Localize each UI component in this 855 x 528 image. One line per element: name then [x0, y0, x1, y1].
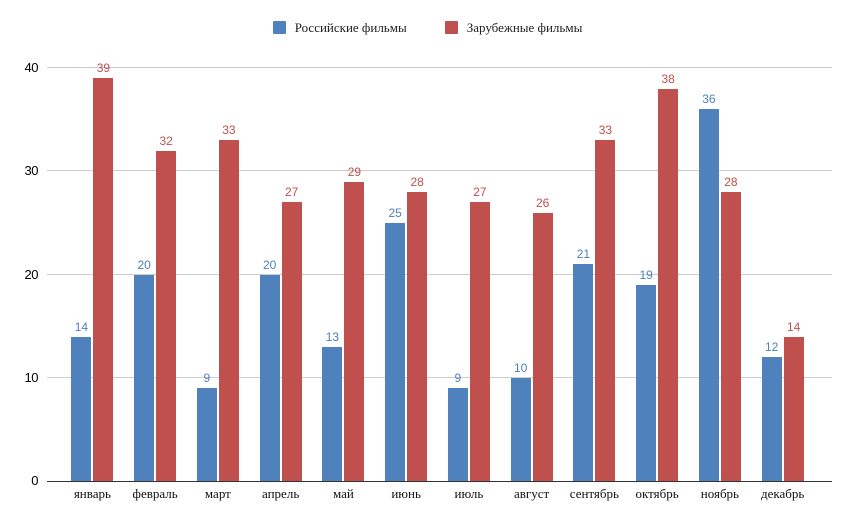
y-axis-tick-label: 10 [24, 369, 39, 385]
bar-russian-февраль[interactable]: 20 [134, 259, 155, 481]
x-axis-label-ноябрь: ноябрь [700, 486, 739, 501]
legend-label: Зарубежные фильмы [466, 20, 583, 35]
chart-legend: Российские фильмы Зарубежные фильмы [0, 21, 855, 34]
x-axis-label-октябрь: октябрь [635, 486, 679, 501]
bar-value-label: 32 [159, 133, 173, 148]
bar-foreign-май[interactable]: 29 [344, 166, 365, 481]
legend-swatch-blue-icon [272, 21, 286, 34]
bar-russian-май[interactable]: 13 [322, 331, 343, 481]
bar-foreign-апрель[interactable]: 27 [281, 186, 302, 481]
legend-label: Российские фильмы [294, 20, 407, 35]
bar-value-label: 27 [473, 185, 487, 200]
x-axis-label-сентябрь: сентябрь [569, 486, 619, 501]
x-axis-label-апрель: апрель [262, 486, 300, 501]
bar-foreign-декабрь[interactable]: 14 [783, 321, 804, 481]
x-axis-label-июль: июль [454, 486, 484, 501]
bar-group-июнь: 25 28 [375, 68, 438, 481]
gridline [47, 170, 832, 172]
bar-value-label: 33 [222, 123, 236, 138]
bar-foreign-февраль[interactable]: 32 [156, 135, 177, 481]
bar-value-label: 29 [347, 164, 362, 179]
bar-value-label: 19 [639, 267, 653, 282]
bar-value-label: 10 [513, 360, 528, 375]
bar-value-label: 14 [74, 319, 89, 334]
x-axis-labels: январь февраль март апрель май июнь июль август… [47, 487, 832, 500]
bar-value-label: 26 [535, 195, 550, 210]
y-axis-tick-label: 30 [24, 163, 39, 179]
bar-russian-июль[interactable]: 9 [447, 372, 468, 481]
bar-value-label: 38 [661, 71, 675, 86]
x-axis-label-февраль: февраль [132, 486, 178, 501]
y-axis-tick-label: 0 [31, 473, 38, 488]
bar-foreign-июль[interactable]: 27 [469, 186, 490, 481]
bar-group-май: 13 29 [312, 68, 375, 481]
bar-group-апрель: 20 27 [249, 68, 312, 481]
bar-value-label: 28 [410, 174, 424, 189]
bar-group-февраль: 20 32 [124, 68, 187, 481]
bar-group-август: 10 26 [500, 68, 563, 481]
bar-value-label: 9 [454, 371, 462, 386]
bar-value-label: 12 [764, 340, 779, 355]
y-axis-tick-label: 40 [24, 60, 39, 75]
bar-value-label: 28 [724, 174, 738, 189]
bar-foreign-октябрь[interactable]: 38 [658, 73, 679, 481]
bar-foreign-март[interactable]: 33 [218, 124, 239, 481]
bar-russian-декабрь[interactable]: 12 [761, 341, 782, 481]
bar-value-label: 33 [598, 123, 613, 138]
legend-item-foreign-films: Зарубежные фильмы [444, 20, 583, 35]
x-axis-label-июнь: июнь [391, 486, 421, 501]
bar-value-label: 20 [137, 257, 151, 272]
bar-russian-сентябрь[interactable]: 21 [573, 248, 594, 481]
bar-russian-апрель[interactable]: 20 [259, 259, 280, 481]
x-axis-label-январь: январь [73, 486, 111, 501]
bar-value-label: 13 [325, 329, 340, 344]
bar-russian-октябрь[interactable]: 19 [636, 269, 657, 481]
bar-value-label: 27 [284, 185, 299, 200]
gridline [47, 67, 832, 68]
bar-group-март: 9 33 [187, 68, 250, 481]
legend-swatch-red-icon [444, 21, 458, 34]
x-axis-label-август: август [514, 486, 550, 501]
bar-foreign-ноябрь[interactable]: 28 [720, 176, 741, 481]
x-axis-label-декабрь: декабрь [760, 486, 805, 501]
bar-foreign-сентябрь[interactable]: 33 [595, 124, 616, 481]
bar-group-январь: 14 39 [61, 62, 124, 481]
bar-value-label: 20 [262, 257, 277, 272]
bar-group-сентябрь: 21 33 [563, 68, 626, 481]
bar-russian-ноябрь[interactable]: 36 [698, 93, 719, 481]
plot-area: 0 10 20 30 40 14 39 20 32 9 33 20 27 13 29 25 28 9 27 10 26 2… [25, 61, 832, 487]
bar-group-ноябрь: 36 28 [689, 68, 752, 481]
bar-foreign-август[interactable]: 26 [532, 197, 553, 481]
legend-item-russian-films: Российские фильмы [272, 20, 407, 35]
bar-group-июль: 9 27 [438, 68, 501, 481]
x-axis-label-март: март [204, 486, 231, 501]
bar-russian-август[interactable]: 10 [510, 362, 531, 481]
bar-foreign-январь[interactable]: 39 [93, 62, 114, 481]
bar-value-label: 36 [702, 92, 716, 107]
x-axis-label-май: май [332, 486, 354, 501]
bar-group-октябрь: 19 38 [626, 68, 689, 481]
x-axis-baseline [47, 481, 832, 482]
y-axis-tick-label: 20 [24, 266, 39, 282]
bar-value-label: 9 [203, 371, 211, 386]
bar-value-label: 25 [388, 205, 402, 220]
gridline [47, 376, 832, 378]
bar-russian-март[interactable]: 9 [196, 372, 217, 481]
bar-value-label: 14 [786, 319, 801, 334]
bar-russian-июнь[interactable]: 25 [385, 207, 406, 481]
bar-value-label: 21 [576, 247, 591, 262]
bar-foreign-июнь[interactable]: 28 [407, 176, 428, 481]
bar-groups: 14 39 20 32 9 33 20 27 13 29 25 28 9 27 10 26 21 33 19 38 36… [47, 62, 832, 481]
gridline [47, 273, 832, 275]
bar-value-label: 39 [96, 61, 111, 76]
bar-group-декабрь: 12 14 [751, 68, 814, 481]
bar-russian-январь[interactable]: 14 [71, 321, 92, 481]
